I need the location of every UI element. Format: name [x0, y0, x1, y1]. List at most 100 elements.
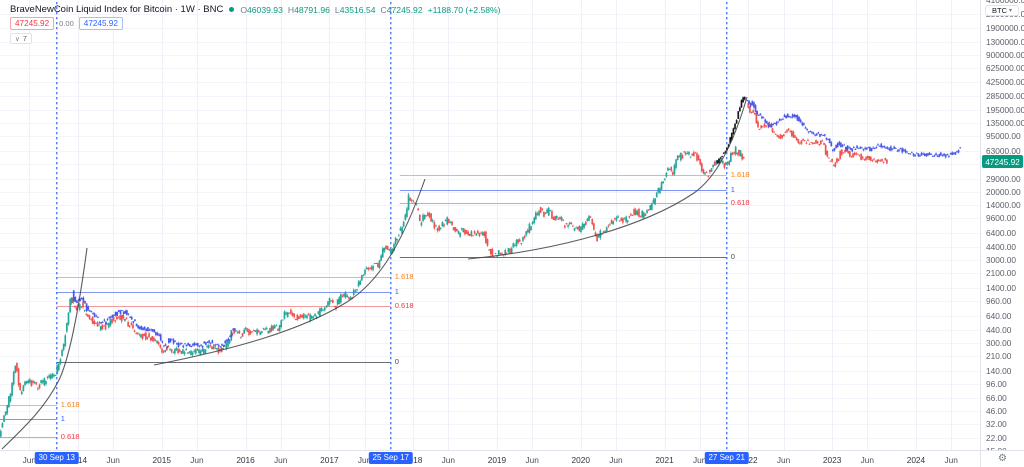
price-axis-label: 20000.00: [986, 186, 1021, 197]
chart-canvas[interactable]: [0, 0, 981, 451]
fib-level-label: 1.618: [394, 272, 414, 282]
chevron-down-icon: ▾: [1008, 7, 1012, 14]
price-axis-label: 6400.00: [986, 228, 1016, 239]
time-axis-label: Jun: [609, 455, 623, 465]
time-axis-label: Jun: [441, 455, 456, 465]
market-status-icon: [229, 7, 235, 12]
current-price-badge: 47245.92: [982, 155, 1023, 168]
time-axis-label: 2020: [571, 455, 590, 465]
price-axis-label: 960.00: [986, 296, 1012, 307]
price-axis-label: 140.00: [986, 365, 1012, 376]
price-axis-label: 300.00: [986, 338, 1012, 349]
price-axis-label: 4100000.00: [986, 0, 1024, 6]
date-anchor-badge[interactable]: 25 Sep 17: [368, 452, 414, 464]
fib-level-label: 0.618: [730, 198, 750, 208]
time-scale-border: [0, 450, 1024, 451]
price-axis-label: 66.00: [986, 392, 1007, 403]
price-axis-label: 9600.00: [986, 213, 1016, 224]
time-axis-label: Jun: [22, 455, 37, 465]
pattern-price-flag-red: 47245.92: [10, 17, 55, 30]
price-axis-label: 625000.00: [986, 62, 1024, 73]
price-axis-label: 285000.00: [986, 91, 1024, 102]
fib-level-label: 1.618: [60, 399, 80, 409]
scale-settings-corner[interactable]: ⚙: [981, 451, 1024, 467]
gear-icon[interactable]: ⚙: [998, 453, 1007, 464]
price-axis-label: 96.00: [986, 379, 1007, 390]
close-label: C: [380, 4, 387, 15]
symbol-title[interactable]: BraveNewCoin Liquid Index for Bitcoin · …: [10, 4, 224, 15]
high-label: H: [287, 4, 295, 15]
fib-level-label: 0.618: [394, 301, 414, 310]
date-anchor-badge[interactable]: 30 Sep 13: [34, 452, 79, 464]
chevron-down-icon: ∨: [15, 35, 20, 43]
time-axis-label: 2023: [822, 455, 842, 465]
price-axis-label: 210.00: [986, 351, 1012, 362]
price-axis-label: 15.00: [986, 446, 1007, 450]
time-axis-label: Jun: [274, 455, 288, 465]
time-axis-label: 2021: [655, 455, 674, 465]
time-axis-label: Jun: [944, 455, 958, 465]
price-axis-label: 1400.00: [986, 282, 1016, 293]
price-axis-label: 4400.00: [986, 241, 1016, 252]
price-axis-label: 640.00: [986, 311, 1012, 322]
price-axis-label: 14000.00: [986, 199, 1021, 210]
price-axis-label: 46.00: [986, 405, 1007, 416]
fib-level-label: 0: [394, 356, 399, 366]
price-axis-label: 900000.00: [986, 49, 1024, 60]
time-scale[interactable]: Jun2014Jun2015Jun2016Jun2017Jun2018Jun20…: [0, 451, 980, 467]
time-axis-label: 2019: [487, 455, 507, 465]
time-axis-label: Jun: [106, 455, 120, 465]
time-axis-label: 2018: [403, 455, 423, 465]
currency-unit-label: BTC: [991, 6, 1007, 15]
price-axis-label: 95000.00: [986, 130, 1021, 141]
pattern-price-flag-blue: 47245.92: [78, 17, 123, 30]
fib-level-label: 1.618: [730, 170, 750, 180]
fib-level-label: 1: [394, 286, 399, 296]
currency-unit-button[interactable]: BTC ▾: [985, 5, 1019, 16]
low-label: L: [334, 4, 340, 15]
price-axis-label: 63000.00: [986, 145, 1021, 156]
price-axis-label: 32.00: [986, 419, 1007, 430]
price-axis-label: 3000.00: [986, 255, 1016, 266]
date-anchor-badge[interactable]: 27 Sep 21: [704, 452, 749, 464]
time-axis-label: Jun: [525, 455, 539, 465]
change-value: +1188.70 (+2.58%): [427, 4, 501, 15]
fib-level-label: 1: [60, 414, 65, 423]
open-value: 46039.93: [247, 4, 283, 15]
price-axis-label: 135000.00: [986, 118, 1024, 129]
price-axis-label: 1900000.00: [986, 22, 1024, 33]
high-value: 48791.96: [294, 4, 330, 15]
time-axis-label: 2015: [152, 455, 171, 465]
price-axis-label: 425000.00: [986, 76, 1024, 87]
price-axis-label: 2100.00: [986, 268, 1016, 279]
price-axis-label: 195000.00: [986, 104, 1024, 115]
time-axis-label: 2024: [906, 455, 926, 465]
time-axis-label: 2016: [236, 455, 255, 465]
time-axis-label: Jun: [776, 455, 791, 465]
price-axis-label: 1300000.00: [986, 36, 1024, 47]
time-axis-label: 2017: [320, 455, 339, 465]
fib-level-label: 0.618: [60, 432, 80, 442]
object-count: 7: [22, 34, 27, 43]
price-axis-label: 440.00: [986, 324, 1012, 335]
symbol-legend: BraveNewCoin Liquid Index for Bitcoin · …: [10, 4, 501, 15]
price-scale-border: [980, 0, 981, 467]
time-axis-label: Jun: [357, 455, 372, 465]
time-axis-label: Jun: [190, 455, 204, 465]
ohlc-readout: O46039.93 H48791.96 L43516.54 C47245.92 …: [240, 5, 500, 15]
time-axis-label: Jun: [693, 455, 707, 465]
chart-plot-area[interactable]: 1.618 1 0.618 1.618 1 0.618 0 1.618 1 0.618 0: [0, 0, 981, 451]
price-axis-label: 29000.00: [986, 173, 1021, 184]
fib-level-label: 0: [730, 252, 735, 262]
object-tree-chip[interactable]: ∨ 7: [10, 33, 32, 44]
drawing-price-flags: 47245.92 0.00 47245.92: [10, 17, 123, 30]
price-scale[interactable]: BTC ▾ 4100000.002800000.001900000.001300…: [981, 0, 1024, 450]
low-value: 43516.54: [339, 4, 376, 15]
price-flag-delta: 0.00: [59, 19, 74, 28]
close-value: 47245.92: [386, 4, 423, 15]
price-axis-label: 22.00: [986, 432, 1007, 443]
time-axis-label: Jun: [860, 455, 875, 465]
open-label: O: [240, 4, 247, 15]
fib-level-label: 1: [730, 185, 735, 195]
